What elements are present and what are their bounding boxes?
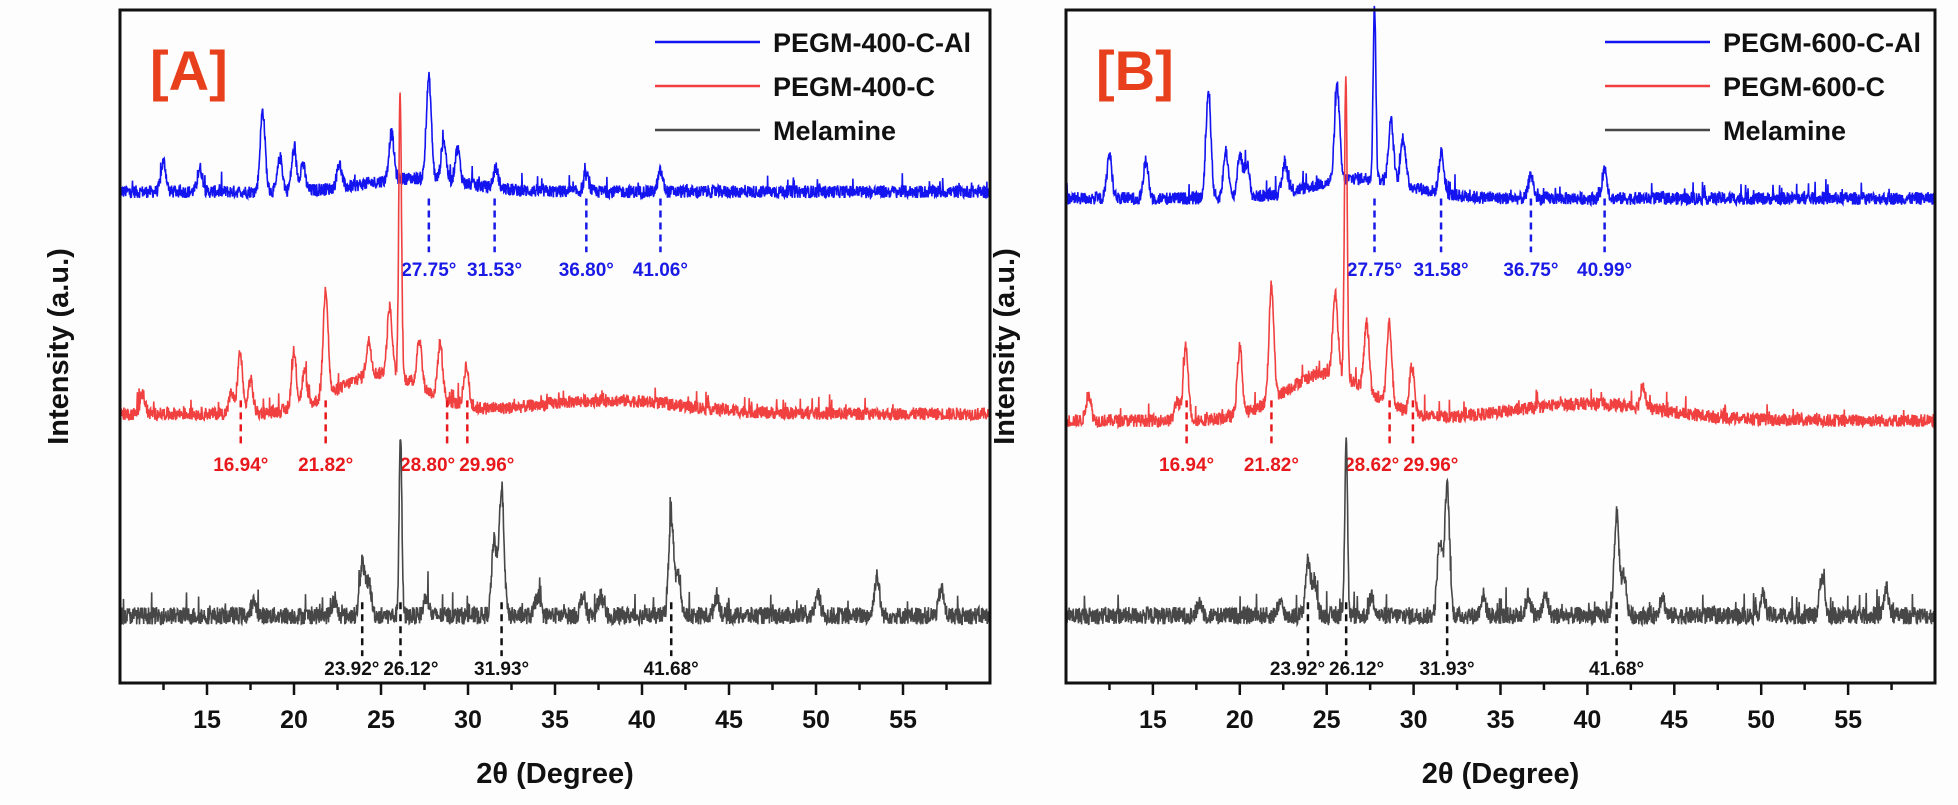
legend-entry: PEGM-400-C-Al (773, 28, 971, 58)
plot-frame (118, 8, 992, 685)
panel-label: [A] (150, 39, 228, 102)
x-tick-label: 25 (367, 706, 395, 734)
peak-label: 29.96° (1403, 455, 1458, 476)
peak-label: 28.80° (400, 455, 455, 476)
x-axis-title: 2θ (Degree) (1422, 758, 1580, 790)
x-tick-label: 55 (889, 706, 917, 734)
peak-label: 41.68° (644, 659, 699, 680)
peak-label: 40.99° (1577, 260, 1632, 281)
x-tick-label: 15 (193, 706, 221, 734)
peak-label: 29.96° (459, 455, 514, 476)
x-tick-label: 35 (1487, 706, 1515, 734)
x-tick-label: 45 (1660, 706, 1688, 734)
legend-entry: PEGM-600-C-Al (1723, 28, 1921, 58)
legend-entry: Melamine (1723, 116, 1846, 146)
peak-label: 31.58° (1414, 260, 1469, 281)
x-tick-label: 35 (541, 706, 569, 734)
peak-label: 16.94° (213, 455, 268, 476)
peak-label: 31.53° (467, 260, 522, 281)
peak-label: 16.94° (1159, 455, 1214, 476)
peak-label: 41.06° (633, 260, 688, 281)
peak-label: 27.75° (401, 260, 456, 281)
legend: PEGM-600-C-Al PEGM-600-C Melamine (1605, 28, 1921, 146)
plot-frame (1064, 8, 1937, 685)
panel-b: 27.75° 31.58° 36.75° 40.99° 16.94° 21.82° 28.6… (989, 5, 1937, 790)
peak-label: 31.93° (1420, 659, 1475, 680)
trace-pegm-400-c-al (119, 71, 991, 201)
peak-label: 21.82° (298, 455, 353, 476)
trace-melamine (119, 438, 991, 628)
x-tick-label: 20 (280, 706, 308, 734)
trace-pegm-600-c-al (1065, 5, 1936, 208)
x-tick-label: 25 (1313, 706, 1341, 734)
x-tick-label: 55 (1834, 706, 1862, 734)
peak-label: 26.12° (1329, 659, 1384, 680)
panel-label: [B] (1096, 39, 1174, 102)
peak-label: 41.68° (1589, 659, 1644, 680)
legend-entry: Melamine (773, 116, 896, 146)
peak-label: 23.92° (1270, 659, 1325, 680)
x-tick-label: 30 (1400, 706, 1428, 734)
peak-label: 27.75° (1347, 260, 1402, 281)
x-tick-label: 40 (628, 706, 656, 734)
legend-entry: PEGM-400-C (773, 72, 935, 102)
x-tick-label: 45 (715, 706, 743, 734)
x-tick-label: 40 (1573, 706, 1601, 734)
peak-label: 23.92° (324, 659, 379, 680)
trace-melamine (1065, 437, 1936, 628)
panel-a: 27.75° 31.53° 36.80° 41.06° 16.94° 21.82° 28.8… (43, 8, 992, 790)
trace-pegm-400-c (119, 92, 991, 422)
legend-entry: PEGM-600-C (1723, 72, 1885, 102)
trace-pegm-600-c (1065, 76, 1936, 430)
peak-label: 26.12° (383, 659, 438, 680)
x-tick-label: 30 (454, 706, 482, 734)
peak-label: 36.80° (559, 260, 614, 281)
x-tick-label: 50 (1747, 706, 1775, 734)
peak-label: 36.75° (1503, 260, 1558, 281)
x-tick-label: 50 (802, 706, 830, 734)
x-tick-label: 15 (1139, 706, 1167, 734)
x-tick-label: 20 (1226, 706, 1254, 734)
peak-label: 31.93° (474, 659, 529, 680)
peak-label: 21.82° (1244, 455, 1299, 476)
y-axis-title: Intensity (a.u.) (989, 248, 1021, 445)
peak-label: 28.62° (1344, 455, 1399, 476)
legend: PEGM-400-C-Al PEGM-400-C Melamine (655, 28, 971, 146)
x-axis-title: 2θ (Degree) (476, 758, 634, 790)
y-axis-title: Intensity (a.u.) (43, 248, 75, 445)
